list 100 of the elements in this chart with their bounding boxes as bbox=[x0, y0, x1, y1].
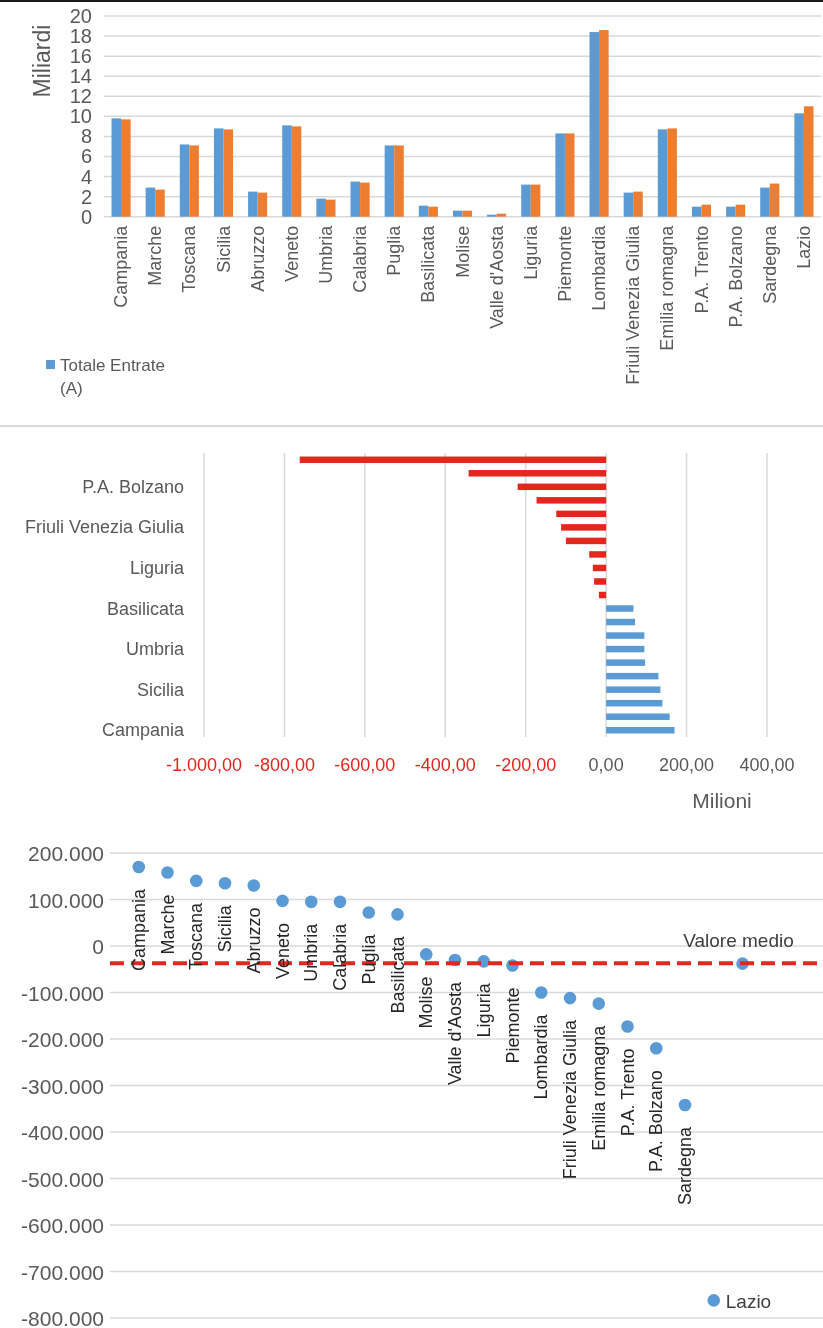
bar bbox=[517, 483, 607, 491]
bar bbox=[606, 605, 634, 612]
y-tick-label: 10 bbox=[69, 105, 92, 128]
point bbox=[621, 1020, 634, 1033]
bar bbox=[179, 144, 190, 217]
y-tick-label: Umbria bbox=[125, 639, 185, 660]
bar bbox=[111, 118, 122, 217]
y-tick-label: 8 bbox=[80, 125, 92, 148]
y-tick-label: Basilicata bbox=[106, 598, 185, 619]
legend-label: Totale Entrate (A) bbox=[60, 355, 165, 397]
series-label: Valore medio bbox=[683, 929, 794, 951]
y-tick-label: -400.000 bbox=[21, 1120, 104, 1144]
bar bbox=[325, 199, 336, 217]
x-tick-label: Toscana bbox=[186, 901, 207, 970]
bar bbox=[606, 632, 645, 639]
x-tick-label: -1.000,00 bbox=[165, 755, 243, 775]
x-tick-label: Friuli Venezia Giulia bbox=[560, 1019, 580, 1180]
y-tick-label: -500.000 bbox=[21, 1167, 104, 1190]
x-axis-title: Milioni bbox=[692, 788, 752, 812]
bar bbox=[561, 524, 607, 531]
point bbox=[132, 860, 146, 874]
y-axis-title: Miliardi bbox=[29, 24, 55, 98]
x-tick-label: Sicilia bbox=[213, 224, 234, 273]
bar bbox=[555, 133, 565, 217]
point bbox=[276, 894, 289, 908]
x-tick-label: Piemonte bbox=[554, 225, 575, 302]
x-tick-label: Calabria bbox=[330, 922, 350, 991]
x-tick-label: Molise bbox=[416, 976, 437, 1029]
point bbox=[218, 876, 232, 890]
x-tick-label: Lazio bbox=[793, 225, 814, 269]
bar bbox=[589, 32, 600, 217]
bar bbox=[769, 183, 780, 217]
bar bbox=[633, 191, 643, 217]
bar bbox=[589, 551, 607, 558]
bar bbox=[257, 192, 268, 217]
x-tick-label: Molise bbox=[452, 225, 473, 278]
bar bbox=[623, 192, 634, 217]
bar bbox=[599, 30, 609, 217]
point bbox=[592, 997, 606, 1010]
x-tick-label: Umbria bbox=[301, 922, 322, 982]
bar bbox=[606, 726, 675, 734]
bar bbox=[760, 187, 770, 217]
point bbox=[563, 991, 577, 1005]
x-tick-label: Piemonte bbox=[502, 987, 523, 1064]
bar bbox=[606, 713, 670, 720]
bar bbox=[299, 456, 607, 464]
bar bbox=[536, 497, 607, 504]
x-tick-label: Umbria bbox=[315, 224, 336, 284]
bar bbox=[606, 686, 661, 693]
y-tick-label: Liguria bbox=[129, 557, 185, 578]
x-tick-label: Puglia bbox=[358, 933, 379, 985]
y-tick-label: 6 bbox=[80, 145, 92, 168]
x-tick-label: Marche bbox=[145, 225, 166, 286]
x-tick-label: Emilia romagna bbox=[588, 1024, 609, 1151]
y-tick-label: 4 bbox=[80, 165, 92, 188]
x-tick-label: 400,00 bbox=[739, 755, 795, 775]
point bbox=[161, 866, 174, 879]
bar bbox=[564, 133, 575, 217]
bar bbox=[657, 129, 668, 217]
bar bbox=[592, 564, 607, 572]
x-tick-label: Abruzzo bbox=[247, 225, 268, 292]
bar bbox=[155, 189, 165, 217]
bar bbox=[418, 205, 429, 217]
bar bbox=[701, 204, 712, 217]
x-tick-label: P.A. Trento bbox=[691, 225, 712, 314]
bar bbox=[565, 537, 607, 545]
bar bbox=[794, 113, 804, 217]
bar bbox=[594, 578, 607, 585]
x-tick-label: Veneto bbox=[272, 922, 293, 979]
x-tick-label: Basilicata bbox=[418, 224, 439, 303]
point bbox=[333, 895, 347, 909]
bar bbox=[606, 672, 659, 680]
x-tick-label: P.A. Bolzano bbox=[646, 1070, 667, 1173]
bar bbox=[452, 210, 463, 217]
bar bbox=[606, 699, 663, 707]
point bbox=[707, 1294, 721, 1307]
point bbox=[678, 1098, 692, 1112]
bar bbox=[428, 206, 438, 217]
x-tick-label: Liguria bbox=[473, 982, 494, 1038]
x-tick-label: Emilia romagna bbox=[657, 224, 678, 351]
bar bbox=[282, 125, 292, 217]
bar bbox=[521, 184, 531, 217]
y-tick-label: 12 bbox=[69, 85, 92, 108]
x-tick-label: 200,00 bbox=[659, 755, 715, 775]
y-tick-label: -800.000 bbox=[21, 1306, 104, 1328]
x-tick-label: -800,00 bbox=[253, 755, 315, 775]
bar bbox=[462, 210, 473, 217]
x-tick-label: Calabria bbox=[350, 224, 371, 293]
y-tick-label: Campania bbox=[101, 720, 185, 741]
x-tick-label: P.A. Bolzano bbox=[725, 225, 746, 328]
x-tick-label: Valle d'Aosta bbox=[445, 980, 465, 1086]
y-tick-label: 0 bbox=[80, 205, 92, 228]
bar bbox=[667, 128, 677, 217]
y-tick-label: 18 bbox=[69, 25, 92, 48]
bar bbox=[316, 198, 326, 217]
point bbox=[304, 895, 318, 909]
bar bbox=[726, 206, 736, 217]
bar bbox=[384, 145, 395, 217]
bar bbox=[606, 659, 646, 666]
y-tick-label: P.A. Bolzano bbox=[82, 476, 184, 497]
